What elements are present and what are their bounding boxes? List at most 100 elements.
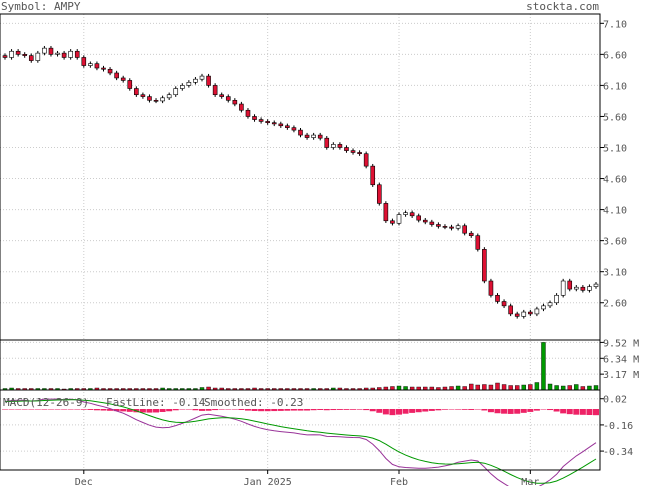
- time-tick-label: Mar: [521, 477, 539, 486]
- volume-bar: [488, 384, 494, 391]
- price-grid: [0, 14, 600, 470]
- candle: [285, 125, 290, 128]
- time-tick-label: Dec: [75, 477, 93, 486]
- macd-histogram-bar: [330, 409, 337, 411]
- macd-tick-label: 0.02: [603, 395, 627, 406]
- candle: [455, 225, 461, 229]
- macd-histogram-bar: [527, 409, 534, 412]
- volume-axis: 9.52 M 6.34 M 3.17 M: [600, 338, 639, 381]
- price-tick-label: 5.10: [603, 144, 627, 155]
- volume-bar: [574, 384, 579, 391]
- macd-histogram-bar: [146, 409, 153, 413]
- macd-histogram-bar: [389, 409, 396, 416]
- macd-histogram-bar: [566, 409, 573, 415]
- volume-tick-label: 3.17 M: [603, 370, 639, 381]
- candle: [337, 144, 343, 148]
- macd-histogram-bar: [369, 409, 376, 412]
- candle: [258, 119, 264, 122]
- volume-bar: [396, 385, 402, 391]
- candle: [2, 55, 8, 58]
- macd-smoothed: [4, 399, 597, 484]
- macd-histogram-bar: [455, 409, 462, 410]
- macd-histogram-bar: [2, 409, 8, 410]
- candle: [252, 116, 257, 120]
- price-tick-label: 3.60: [603, 237, 627, 248]
- volume-bar: [587, 385, 592, 391]
- candle: [560, 280, 566, 296]
- candle: [357, 152, 362, 155]
- candle: [528, 311, 533, 315]
- candle: [370, 165, 376, 186]
- macd-histogram-bar: [47, 409, 54, 410]
- macd-histogram-bar: [100, 409, 107, 411]
- macd-histogram-bar: [461, 409, 468, 410]
- candle: [390, 220, 395, 224]
- volume-bar: [455, 385, 461, 391]
- macd-histogram-bar: [382, 409, 389, 415]
- candle: [383, 203, 389, 222]
- volume-bar: [390, 386, 395, 391]
- macd-histogram-bar: [297, 409, 304, 411]
- candle: [587, 286, 592, 291]
- macd-fastline: [4, 398, 597, 486]
- candle: [180, 85, 185, 89]
- site-label[interactable]: stockta.com: [526, 0, 599, 13]
- macd-histogram-bar: [310, 409, 317, 411]
- macd-histogram-bar: [533, 409, 540, 411]
- candle: [376, 184, 382, 204]
- macd-histogram-bar: [159, 409, 166, 412]
- macd-histogram-bar: [80, 409, 87, 410]
- candle: [541, 305, 546, 310]
- volume-tick-label: 9.52 M: [603, 338, 639, 349]
- candle: [403, 212, 408, 215]
- candle: [265, 121, 270, 123]
- macd-histogram-bar: [487, 409, 494, 413]
- candle: [225, 96, 231, 101]
- candle: [462, 225, 467, 234]
- volume-bar: [475, 384, 480, 391]
- candle: [409, 212, 415, 217]
- macd-histogram-bar: [343, 409, 350, 410]
- macd-histogram-bar: [350, 409, 357, 410]
- candle: [114, 72, 119, 79]
- price-tick-label: 6.10: [603, 81, 627, 92]
- price-tick-label: 5.60: [603, 112, 627, 123]
- macd-histogram-bar: [28, 409, 35, 410]
- candle: [28, 55, 34, 61]
- candle: [153, 100, 159, 102]
- volume-bar: [580, 386, 586, 391]
- macd-histogram-bar: [21, 409, 28, 410]
- macd-histogram-bar: [126, 409, 133, 412]
- candle: [107, 68, 113, 74]
- macd-histogram-bar: [212, 409, 219, 411]
- candle: [501, 301, 507, 307]
- macd-histogram-bar: [396, 409, 402, 415]
- macd-histogram-bar: [323, 409, 330, 411]
- macd-histogram-bar: [507, 409, 514, 414]
- macd-histogram-bar: [107, 409, 114, 411]
- volume-bar: [541, 342, 546, 391]
- macd-title: MACD(12-26-9): [3, 396, 89, 409]
- price-tick-label: 6.60: [603, 50, 627, 61]
- volume-bar: [567, 385, 572, 391]
- macd-histogram-bar: [139, 409, 146, 413]
- volume-bar: [482, 384, 487, 391]
- candle: [298, 129, 303, 136]
- macd-histogram-bar: [422, 409, 429, 412]
- candle: [271, 122, 277, 125]
- candle: [219, 94, 224, 97]
- candle: [120, 77, 126, 81]
- candle: [304, 134, 310, 138]
- candle: [55, 52, 60, 55]
- macd-histogram-bar: [435, 409, 442, 411]
- candle: [48, 47, 54, 55]
- macd-histogram-bar: [441, 409, 448, 410]
- macd-histogram-bar: [290, 409, 297, 411]
- candle: [68, 50, 73, 58]
- macd-histogram-bar: [264, 409, 271, 412]
- price-tick-label: 3.10: [603, 268, 627, 279]
- candle: [74, 50, 80, 58]
- volume-bar: [547, 383, 553, 391]
- candle: [521, 311, 527, 317]
- candle: [291, 127, 297, 131]
